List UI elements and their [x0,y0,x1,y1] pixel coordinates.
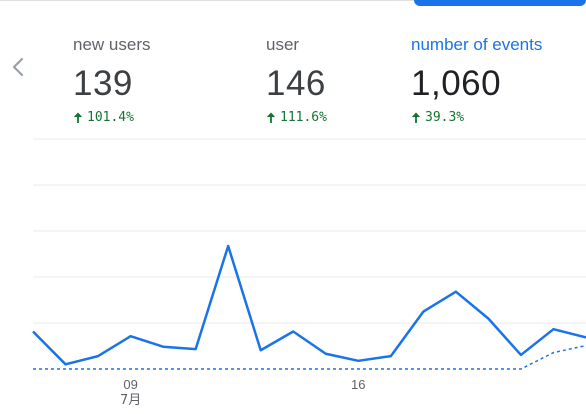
card-top-border [0,0,586,1]
metric-change-value: 39.3% [425,110,465,125]
comparison-series-line [33,344,586,370]
metric-tab-new-users[interactable]: new users 139 101.4% [73,34,233,125]
metric-change: 101.4% [73,110,233,125]
metric-change-value: 101.4% [87,110,134,125]
arrow-up-icon [412,111,420,123]
previous-button[interactable] [6,52,30,82]
metric-value: 1,060 [411,64,502,103]
metric-label: number of events [411,35,543,54]
metric-change-value: 111.6% [280,110,327,125]
chevron-left-icon [12,57,24,77]
metric-change: 39.3% [411,110,571,125]
arrow-up-icon [267,111,275,123]
metric-value: 139 [73,64,133,103]
metric-change: 111.6% [266,110,426,125]
arrow-up-icon [74,111,82,123]
primary-series-line [32,244,586,366]
metric-tab-user[interactable]: user 146 111.6% [266,34,426,125]
metric-label: user [266,35,300,54]
metric-value: 146 [266,64,326,103]
x-tick-label: 16 [351,377,365,392]
x-tick-sublabel: 7月 [120,393,141,408]
active-tab-indicator [414,0,586,6]
x-tick-label: 09 [123,377,137,392]
metric-tab-number-of-events[interactable]: number of events 1,060 39.3% [411,34,571,125]
metric-label: new users [73,35,151,54]
